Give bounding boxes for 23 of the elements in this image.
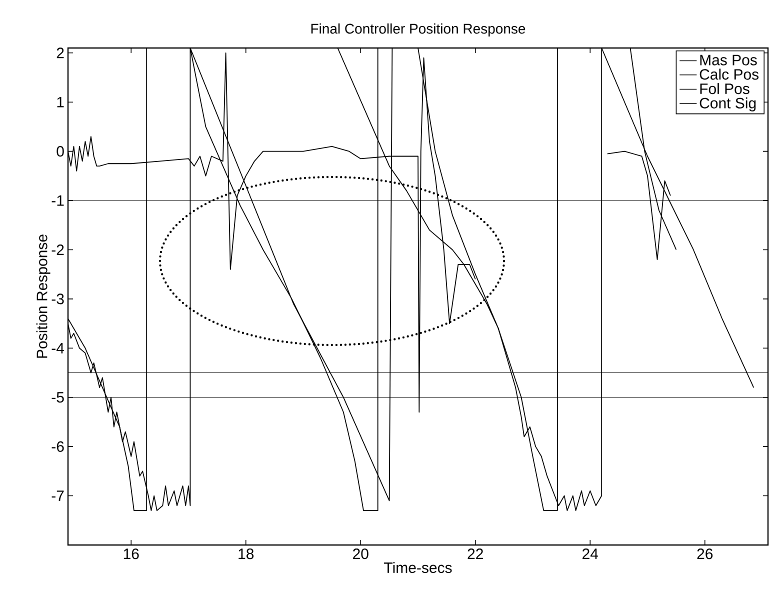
x-tick-label: 20: [353, 548, 368, 560]
y-tick-label: -5: [52, 392, 64, 403]
x-tick-label: 16: [124, 548, 139, 560]
x-tick-label: 18: [238, 548, 254, 560]
y-tick-label: 0: [56, 146, 64, 157]
y-tick-label: -2: [52, 244, 64, 255]
y-tick-label: -6: [52, 441, 64, 452]
chart-title: Final Controller Position Response: [311, 23, 526, 36]
y-tick-label: -3: [52, 294, 64, 304]
y-tick-label: -1: [52, 195, 64, 206]
legend-label: Mas Pos: [700, 54, 757, 66]
legend-label: Calc Pos: [700, 68, 759, 80]
x-tick-label: 24: [582, 548, 598, 559]
y-axis-title: Position Response: [36, 234, 50, 358]
x-tick-label: 26: [697, 548, 713, 560]
legend-label: Fol Pos: [700, 83, 750, 94]
y-tick-label: 2: [56, 48, 64, 58]
y-tick-label: -4: [52, 342, 64, 354]
x-axis-title: Time-secs: [384, 562, 452, 574]
x-tick-label: 22: [468, 548, 483, 559]
y-tick-label: 1: [57, 96, 64, 108]
legend-label: Cont Sig: [700, 97, 756, 112]
y-tick-label: -7: [52, 490, 64, 501]
